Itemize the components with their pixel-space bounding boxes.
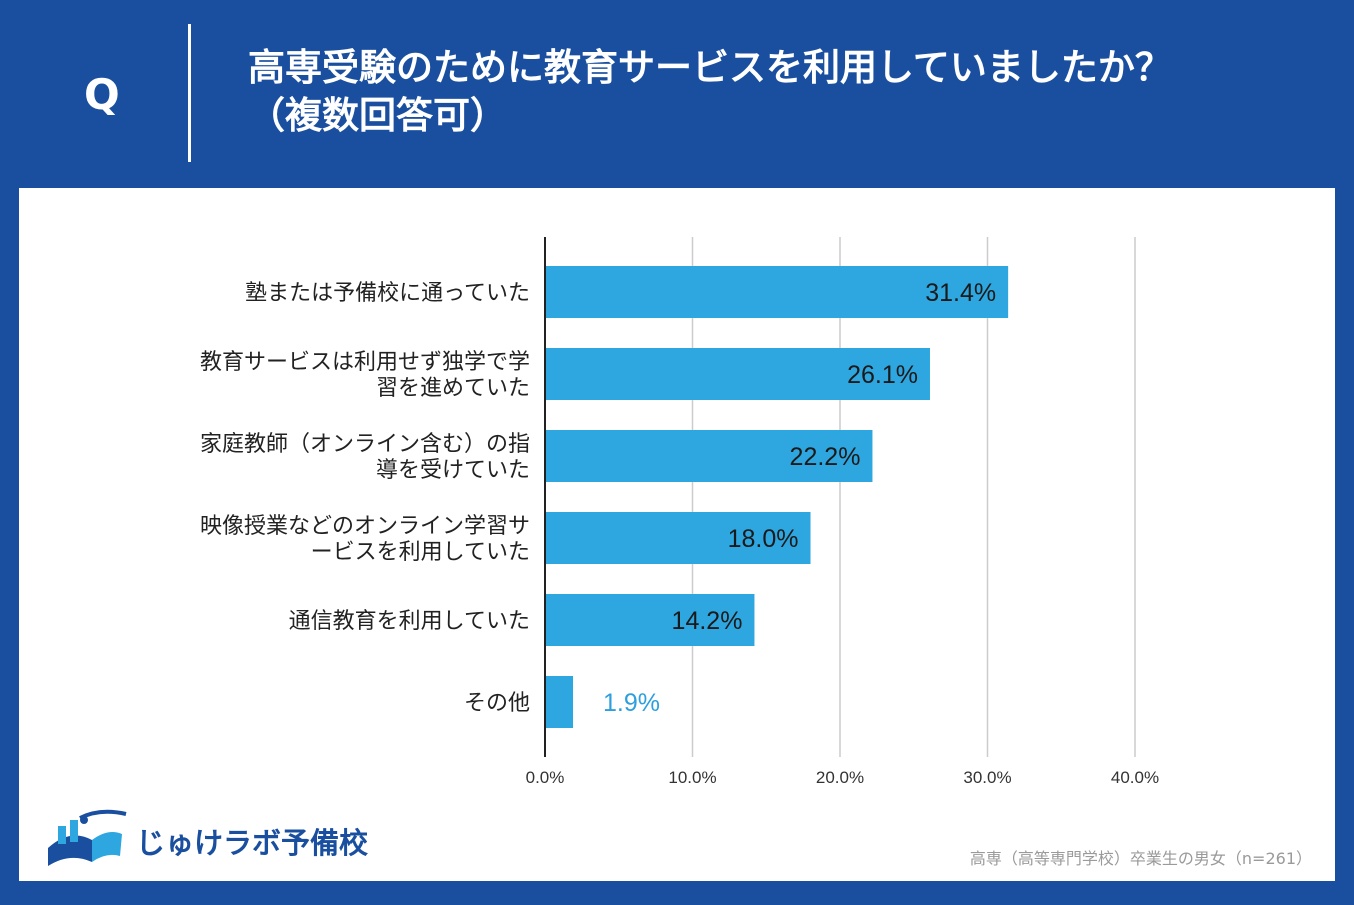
category-label: 塾または予備校に通っていた — [245, 281, 530, 306]
data-label: 18.0% — [728, 525, 799, 553]
x-tick-label: 10.0% — [668, 768, 716, 787]
open-book-icon — [48, 809, 127, 866]
category-label: ービスを利用していた — [311, 540, 530, 565]
data-label: 26.1% — [847, 361, 918, 389]
category-label: 教育サービスは利用せず独学で学 — [200, 350, 530, 375]
sample-footnote: 高専（高等専門学校）卒業生の男女（n=261） — [969, 849, 1312, 868]
logo-text: じゅけラボ予備校 — [136, 826, 369, 860]
x-tick-label: 20.0% — [816, 768, 864, 787]
category-label: その他 — [464, 691, 530, 716]
x-tick-label: 30.0% — [963, 768, 1011, 787]
question-title-line2: （複数回答可） — [248, 94, 507, 137]
category-label: 家庭教師（オンライン含む）の指 — [200, 432, 530, 457]
category-label: 習を進めていた — [376, 376, 530, 401]
bar — [545, 430, 873, 482]
bar — [545, 512, 811, 564]
question-mark-label: Q — [84, 70, 120, 119]
x-tick-label: 40.0% — [1111, 768, 1159, 787]
header-divider — [188, 24, 191, 162]
data-label: 1.9% — [603, 689, 660, 717]
question-title-line1: 高専受験のために教育サービスを利用していましたか？ — [248, 46, 1172, 89]
x-tick-label: 0.0% — [526, 768, 565, 787]
category-label: 通信教育を利用していた — [289, 609, 530, 634]
bar — [545, 266, 1009, 318]
category-label: 映像授業などのオンライン学習サ — [200, 514, 530, 539]
data-label: 22.2% — [790, 443, 861, 471]
bar — [545, 348, 930, 400]
bar — [545, 594, 755, 646]
bar — [545, 676, 574, 728]
header-banner: Q 高専受験のために教育サービスを利用していましたか？ （複数回答可） — [0, 0, 1354, 188]
brand-logo: じゅけラボ予備校 — [40, 808, 370, 868]
category-label: 導を受けていた — [376, 458, 530, 483]
data-label: 14.2% — [672, 607, 743, 635]
question-title: 高専受験のために教育サービスを利用していましたか？ （複数回答可） — [248, 44, 1308, 140]
data-label: 31.4% — [925, 279, 996, 307]
